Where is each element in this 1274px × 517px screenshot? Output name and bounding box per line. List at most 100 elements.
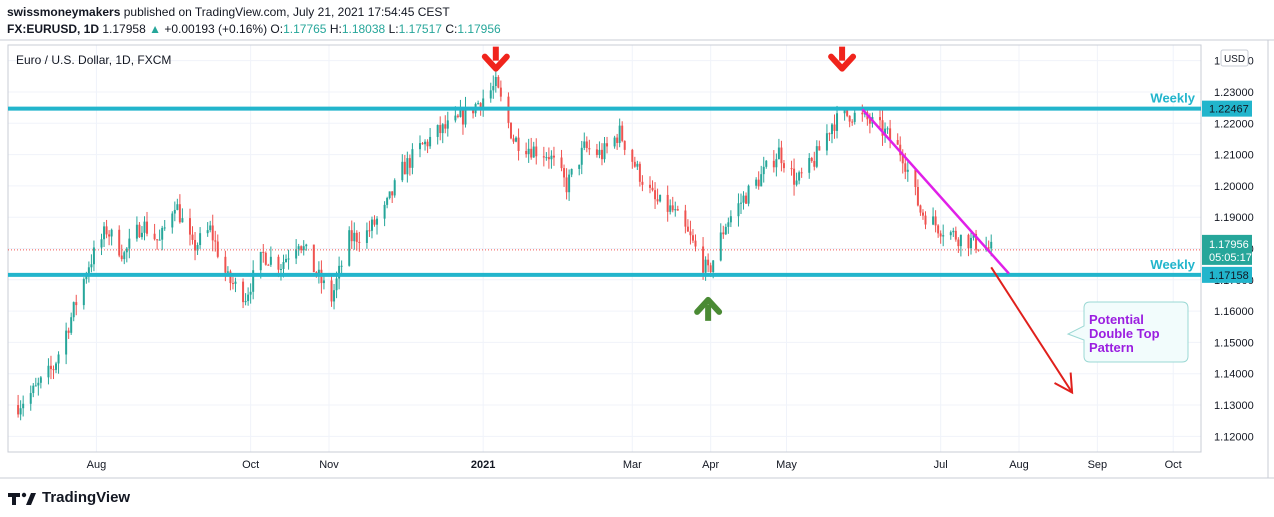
- candle-body: [815, 146, 818, 167]
- candle-body: [424, 141, 427, 145]
- candle-body: [595, 149, 598, 155]
- candle-body: [312, 244, 315, 273]
- candle-body: [853, 112, 856, 122]
- candle-body: [843, 110, 846, 114]
- currency-badge: [1220, 49, 1249, 67]
- candle-body: [441, 124, 444, 134]
- candle-body: [691, 235, 694, 241]
- candle-body: [704, 259, 707, 273]
- candle-body: [17, 405, 20, 415]
- candle-body: [252, 270, 255, 292]
- candle-body: [163, 227, 166, 229]
- candle-body: [532, 146, 535, 158]
- candle-body: [391, 191, 394, 196]
- arrow-shaft: [705, 304, 712, 321]
- candle-body: [583, 141, 586, 148]
- candle-body: [92, 247, 95, 265]
- candle-body: [709, 265, 712, 273]
- candle-body: [211, 225, 214, 241]
- countdown-label: 05:05:17: [1209, 252, 1252, 264]
- candle-body: [674, 209, 677, 211]
- candle-body: [790, 168, 793, 170]
- candle-body: [322, 280, 325, 284]
- x-tick-label: Oct: [242, 459, 259, 471]
- candle-body: [638, 163, 641, 182]
- published-text: published on TradingView.com, July 21, 2…: [123, 5, 450, 19]
- candle-body: [461, 110, 464, 125]
- candle-body: [482, 98, 485, 109]
- candle-body: [654, 190, 657, 200]
- candle-body: [138, 224, 141, 238]
- candle-body: [125, 248, 128, 253]
- candle-body: [373, 219, 376, 225]
- candle-body: [603, 143, 606, 160]
- candle-body: [264, 252, 267, 265]
- last-price-tag: [1202, 234, 1252, 265]
- x-tick-label: Mar: [623, 459, 642, 471]
- candle-body: [916, 186, 919, 206]
- candle-body: [833, 124, 836, 131]
- candle-body: [37, 382, 40, 386]
- candle-body: [914, 169, 917, 187]
- candle-body: [547, 157, 550, 160]
- candle-body: [550, 155, 553, 160]
- publisher-name[interactable]: swissmoneymakers: [7, 5, 121, 19]
- candles-layer: [17, 69, 993, 421]
- candle-body: [777, 147, 780, 160]
- brand-label[interactable]: TradingView: [42, 489, 131, 506]
- candle-body: [694, 240, 697, 247]
- candle-body: [401, 161, 404, 181]
- arrow-head: [828, 53, 857, 72]
- candle-body: [279, 268, 282, 270]
- candle-body: [103, 226, 106, 240]
- candle-body: [393, 180, 396, 196]
- candle-body: [429, 136, 432, 147]
- candle-body: [921, 212, 924, 216]
- candle-body: [287, 258, 290, 260]
- arrow-head: [694, 296, 723, 315]
- high-value: 1.18038: [341, 22, 386, 36]
- candle-body: [333, 290, 336, 302]
- candle-body: [798, 172, 801, 181]
- x-tick-label: Oct: [1165, 459, 1182, 471]
- y-tick-label: 1.12000: [1214, 431, 1254, 443]
- candle-body: [317, 269, 320, 276]
- candle-body: [120, 255, 123, 260]
- candle-body: [656, 199, 659, 202]
- candle-body: [259, 251, 262, 271]
- candle-body: [836, 113, 839, 131]
- candle-body: [949, 232, 952, 236]
- callout-text: Potential: [1089, 312, 1144, 327]
- arrow-shaft: [839, 46, 846, 61]
- arrow-shaft: [492, 46, 499, 61]
- candle-body: [967, 234, 970, 249]
- candle-body: [757, 179, 760, 187]
- candle-body: [497, 77, 500, 88]
- weekly-level-label: Weekly: [1150, 257, 1195, 272]
- candle-body: [889, 128, 892, 141]
- candle-body: [421, 143, 424, 145]
- candle-body: [578, 164, 581, 169]
- candle-body: [176, 204, 179, 210]
- candle-body: [525, 150, 528, 155]
- candle-body: [277, 256, 280, 270]
- candle-body: [247, 294, 250, 302]
- candle-body: [156, 239, 159, 241]
- candle-body: [408, 158, 411, 168]
- candle-body: [446, 120, 449, 129]
- candle-body: [295, 249, 298, 259]
- x-tick-label: 2021: [471, 459, 495, 471]
- y-tick-label: 1.22000: [1214, 118, 1254, 130]
- candle-body: [676, 209, 679, 211]
- candle-body: [22, 403, 25, 409]
- level-price-label: 1.22467: [1209, 104, 1249, 116]
- candle-body: [229, 271, 232, 284]
- candle-body: [52, 369, 55, 371]
- candle-body: [934, 216, 937, 226]
- candle-body: [436, 125, 439, 137]
- candle-body: [568, 174, 571, 193]
- candle-body: [477, 103, 480, 105]
- candle-body: [49, 365, 52, 370]
- x-tick-label: Jul: [934, 459, 948, 471]
